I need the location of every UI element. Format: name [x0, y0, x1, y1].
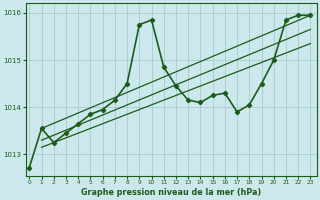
X-axis label: Graphe pression niveau de la mer (hPa): Graphe pression niveau de la mer (hPa): [81, 188, 261, 197]
